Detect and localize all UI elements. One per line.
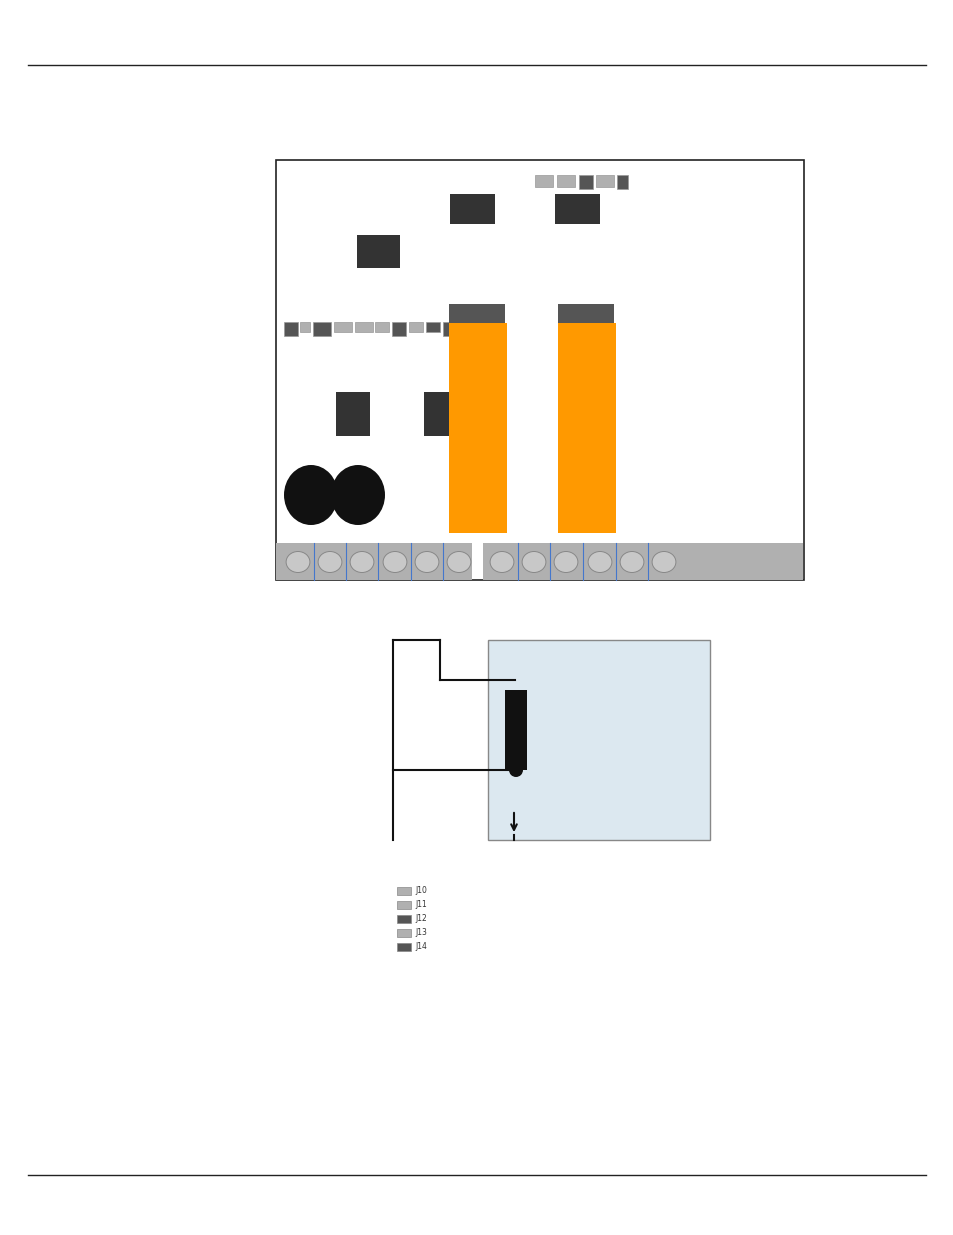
Ellipse shape [447, 552, 471, 573]
Text: J10: J10 [415, 887, 426, 895]
Bar [617, 175, 627, 189]
Text: J13: J13 [415, 929, 426, 937]
Bar [442, 322, 455, 336]
Bar [299, 322, 310, 332]
Bar [535, 175, 553, 186]
Bar [375, 322, 389, 332]
Bar [334, 322, 352, 332]
Ellipse shape [317, 552, 341, 573]
Bar [555, 194, 599, 224]
Bar [356, 235, 399, 268]
Ellipse shape [415, 552, 438, 573]
Bar [557, 175, 575, 186]
Bar [355, 322, 373, 332]
Bar [335, 391, 370, 436]
Bar [558, 304, 614, 324]
Ellipse shape [286, 552, 310, 573]
Ellipse shape [331, 466, 385, 525]
Ellipse shape [554, 552, 578, 573]
Ellipse shape [383, 552, 407, 573]
Bar [596, 175, 614, 186]
Bar [578, 175, 593, 189]
Bar [392, 322, 406, 336]
Bar [275, 161, 803, 580]
Bar [396, 902, 411, 909]
Bar [423, 391, 457, 436]
Ellipse shape [350, 552, 374, 573]
Bar [450, 194, 495, 224]
Bar [396, 915, 411, 923]
Ellipse shape [521, 552, 545, 573]
Bar [396, 887, 411, 895]
Bar [558, 324, 616, 534]
Bar [284, 322, 297, 336]
Bar [488, 640, 709, 840]
Ellipse shape [509, 763, 522, 777]
Bar [482, 543, 802, 580]
Bar [275, 543, 472, 580]
Bar [426, 322, 439, 332]
Bar [313, 322, 331, 336]
Ellipse shape [587, 552, 611, 573]
Bar [396, 944, 411, 951]
Bar [504, 690, 526, 769]
Bar [449, 324, 506, 534]
Bar [449, 304, 504, 324]
Bar [409, 322, 422, 332]
Ellipse shape [284, 466, 337, 525]
Text: J14: J14 [415, 942, 426, 951]
Bar [396, 929, 411, 937]
Ellipse shape [490, 552, 514, 573]
Text: J12: J12 [415, 914, 426, 924]
Ellipse shape [619, 552, 643, 573]
Text: J11: J11 [415, 900, 426, 909]
Ellipse shape [652, 552, 675, 573]
